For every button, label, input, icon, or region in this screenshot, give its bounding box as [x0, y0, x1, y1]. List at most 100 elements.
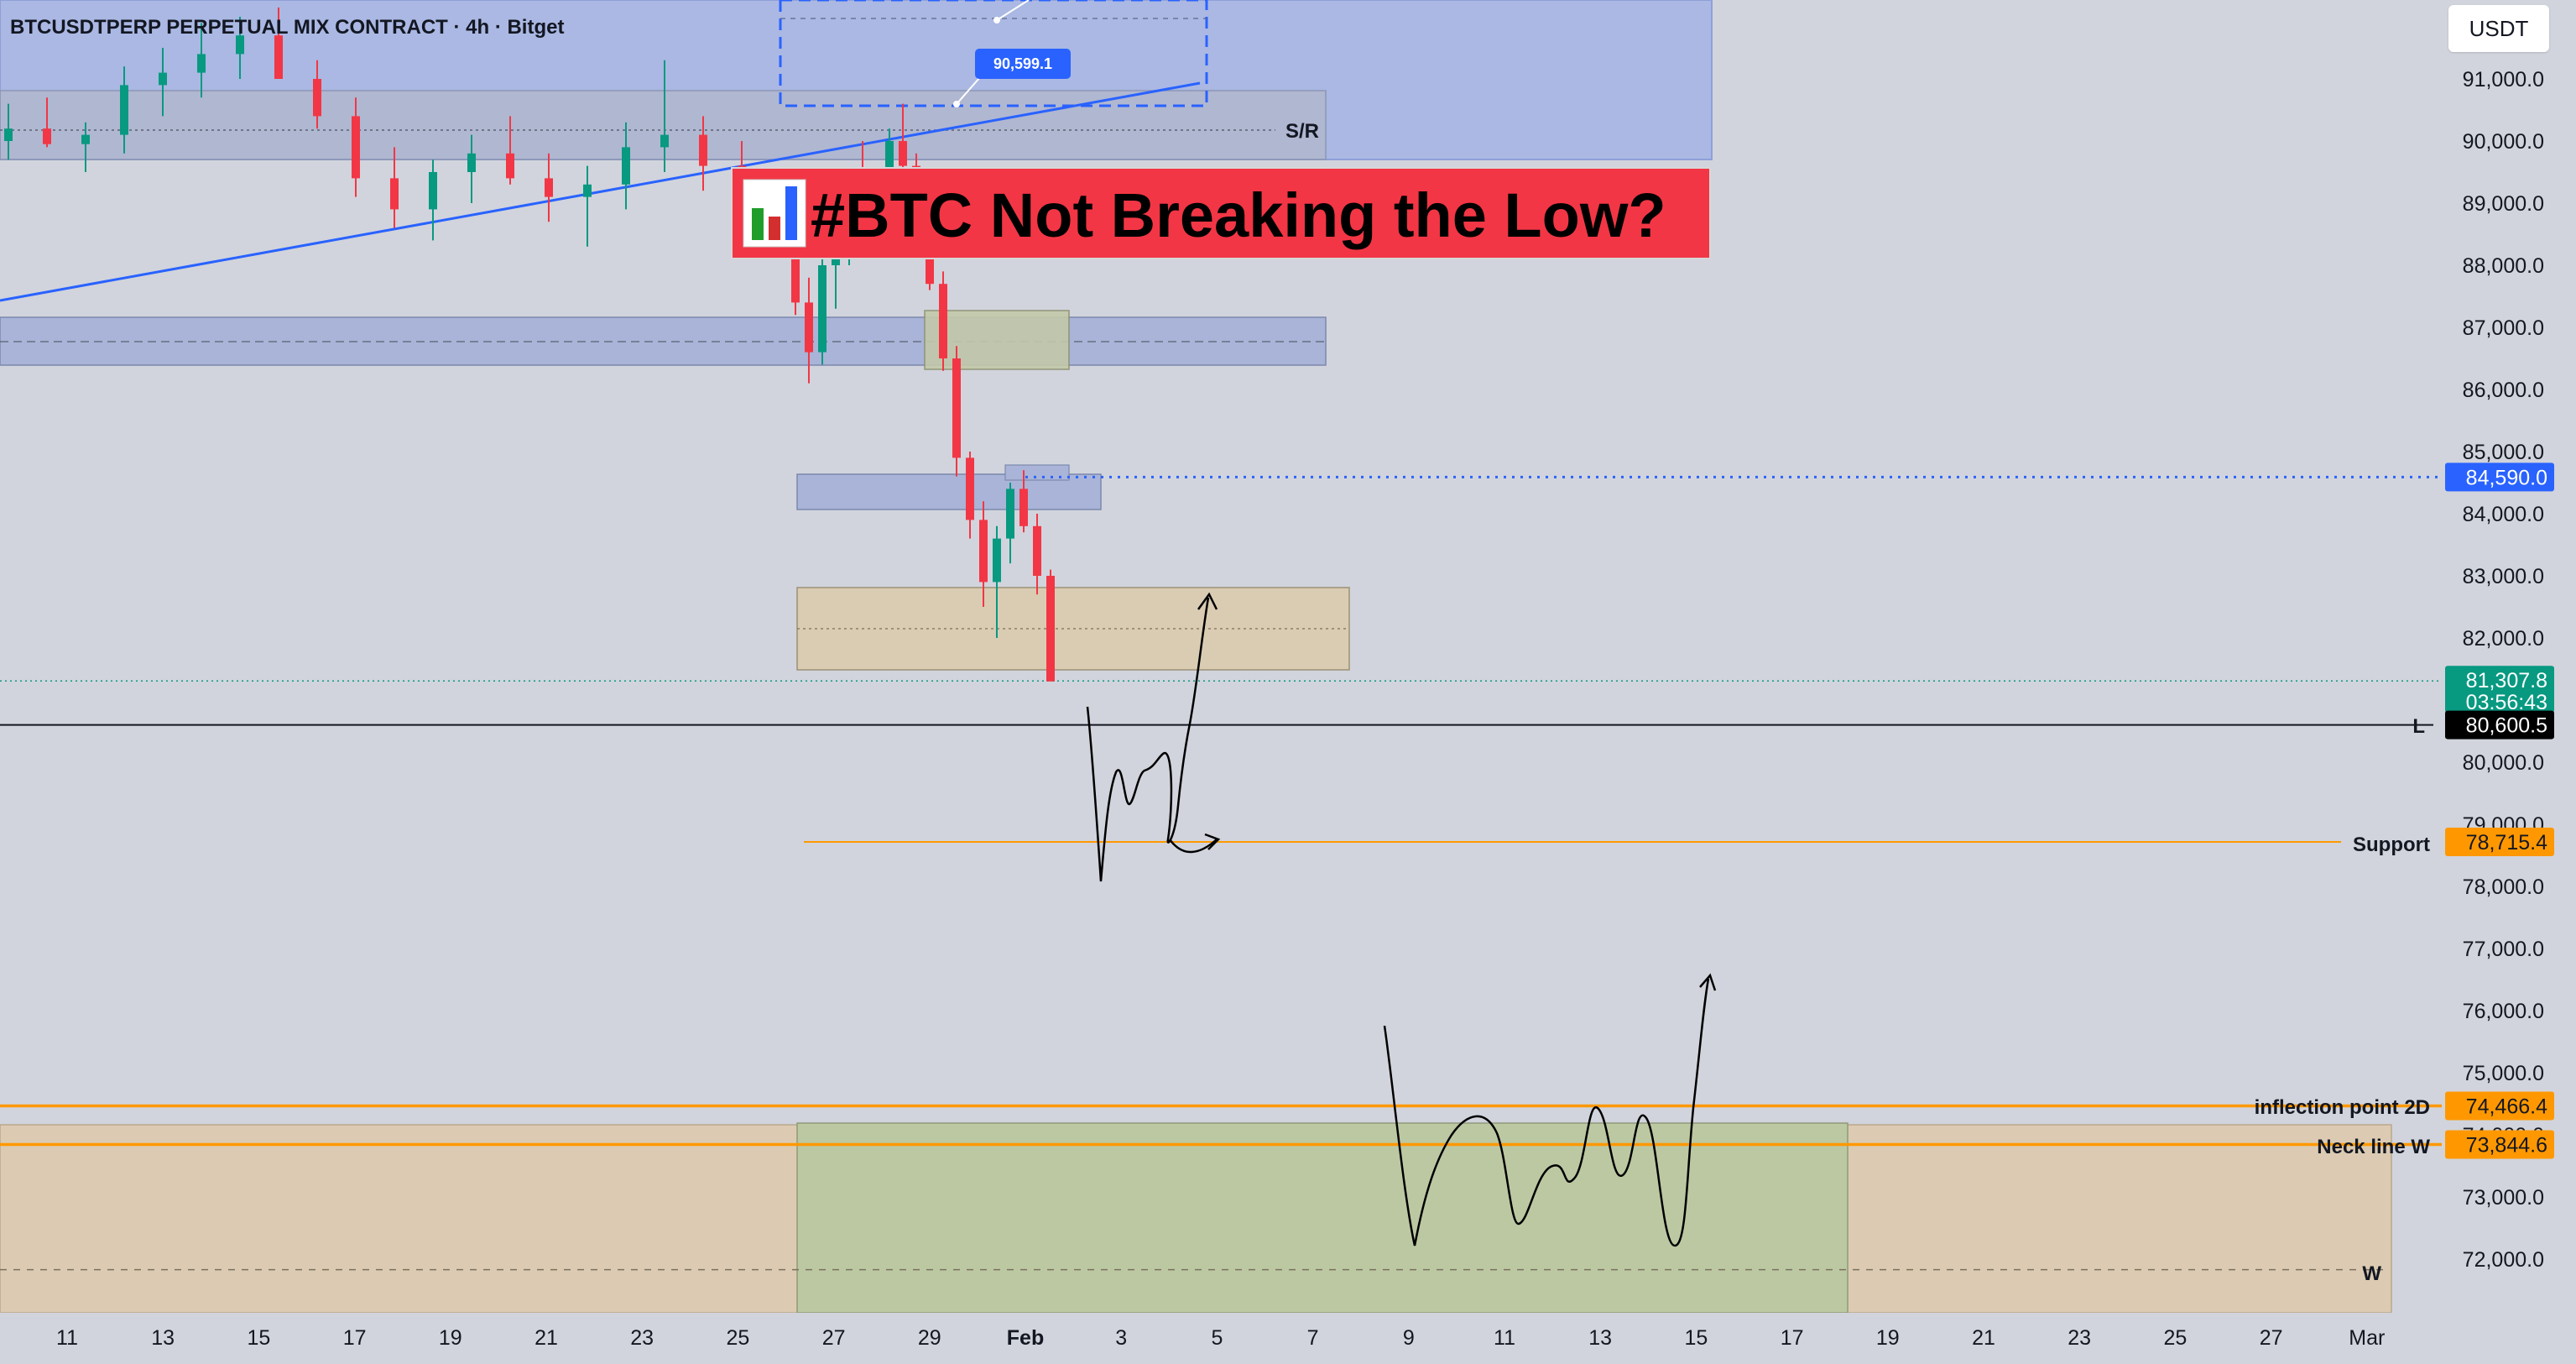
- candle-body: [43, 128, 51, 144]
- hand-drawn-arrowhead-right: [1204, 833, 1221, 850]
- fib-connector-top: [996, 0, 1030, 21]
- price-tag-last: 81,307.8: [2466, 669, 2547, 692]
- candle-body: [506, 153, 514, 179]
- candle-body: [545, 178, 553, 197]
- time-tick-label: 21: [1972, 1326, 1995, 1350]
- fib-anchor-dot: [953, 101, 960, 107]
- candle-body: [660, 134, 669, 148]
- time-axis[interactable]: 11 13 15 17 19 21 23 25 27 29 Feb 3 5 7 9 11 13 15 17 19 21 2…: [56, 1326, 2385, 1350]
- green-box-87000: [924, 310, 1070, 370]
- neckline-label: Neck line W: [2317, 1136, 2430, 1158]
- time-tick-label: 25: [2163, 1326, 2187, 1350]
- time-tick-label: 27: [2260, 1326, 2283, 1350]
- candle-body: [583, 184, 592, 197]
- price-tick-label: 83,000.0: [2463, 565, 2544, 588]
- candle-body: [818, 265, 827, 353]
- price-axis[interactable]: 72,000.073,000.074,000.075,000.076,000.0…: [2463, 68, 2544, 1272]
- price-tick-label: 85,000.0: [2463, 441, 2544, 464]
- candle-body: [1019, 489, 1028, 526]
- candle-body: [274, 35, 283, 79]
- candle-body: [952, 358, 961, 458]
- time-tick-label: 23: [630, 1326, 654, 1350]
- price-tick-label: 75,000.0: [2463, 1062, 2544, 1085]
- price-tag-84590: 84,590.0: [2466, 466, 2547, 489]
- price-tick-label: 76,000.0: [2463, 1000, 2544, 1023]
- fib-label-box: [975, 49, 1071, 79]
- price-tick-label: 84,000.0: [2463, 503, 2544, 526]
- time-tick-label: 17: [343, 1326, 367, 1350]
- price-tick-label: 77,000.0: [2463, 938, 2544, 961]
- candle-body: [939, 284, 947, 358]
- time-tick-label: 13: [1588, 1326, 1612, 1350]
- candle-body: [699, 134, 707, 166]
- blue-trendline: [0, 81, 1201, 302]
- candle-body: [1033, 525, 1041, 576]
- hand-drawn-arrowhead-w: [1699, 973, 1717, 991]
- time-tick-label: 15: [1684, 1326, 1708, 1350]
- price-tag-last-bg: [2445, 666, 2554, 713]
- candle-body: [979, 520, 988, 583]
- price-tick-label: 91,000.0: [2463, 68, 2544, 91]
- currency-button[interactable]: USDT: [2448, 5, 2549, 52]
- sr-zone: [0, 90, 1327, 160]
- candle-body: [236, 35, 244, 55]
- candle-body: [159, 72, 167, 86]
- candle-body: [429, 172, 437, 210]
- time-tick-label: 27: [822, 1326, 846, 1350]
- candle-body: [467, 153, 476, 172]
- price-tick-label: 88,000.0: [2463, 254, 2544, 278]
- fib-connector: [956, 76, 981, 105]
- price-tick-label: 72,000.0: [2463, 1248, 2544, 1272]
- time-tick-label: 19: [439, 1326, 462, 1350]
- candle-body: [926, 246, 934, 285]
- fib-top-dot: [993, 17, 1000, 24]
- bar-chart-icon: [743, 179, 806, 248]
- headline-text: #BTC Not Breaking the Low?: [811, 180, 1666, 250]
- time-tick-label: 29: [918, 1326, 941, 1350]
- price-tick-label: 90,000.0: [2463, 130, 2544, 154]
- time-tick-label: 21: [534, 1326, 558, 1350]
- candle-body: [622, 147, 630, 185]
- time-tick-label: Feb: [1007, 1326, 1044, 1350]
- symbol-title: BTCUSDTPERP PERPETUAL MIX CONTRACT · 4h …: [10, 16, 564, 39]
- w-label: W: [2362, 1262, 2381, 1285]
- candle-body: [352, 116, 360, 179]
- time-tick-label: 25: [726, 1326, 749, 1350]
- time-tick-label: 11: [1494, 1326, 1515, 1350]
- price-tag-neckline: 73,844.6: [2466, 1133, 2547, 1157]
- inflection-label: inflection point 2D: [2255, 1096, 2430, 1119]
- candle-body: [1006, 489, 1014, 539]
- price-tag-support: 78,715.4: [2466, 831, 2547, 854]
- candle-body: [313, 79, 321, 117]
- time-tick-label: 17: [1781, 1326, 1804, 1350]
- price-tick-label: 86,000.0: [2463, 379, 2544, 402]
- sr-label: S/R: [1285, 120, 1319, 143]
- time-tick-label: 19: [1876, 1326, 1900, 1350]
- hand-drawn-path-upper: [1086, 597, 1210, 882]
- candle-body: [791, 227, 800, 303]
- price-tick-label: 78,000.0: [2463, 875, 2544, 899]
- candle-body: [805, 302, 813, 353]
- time-tick-label: 11: [56, 1326, 78, 1350]
- hand-drawn-arrowhead-up: [1197, 592, 1218, 610]
- price-tag-countdown: 03:56:43: [2466, 691, 2547, 714]
- l-label: L: [2412, 715, 2425, 738]
- candle-body: [120, 85, 128, 135]
- candle-body: [390, 178, 399, 210]
- time-tick-label: 23: [2068, 1326, 2091, 1350]
- price-tick-label: 82,000.0: [2463, 627, 2544, 651]
- candle-body: [4, 128, 13, 141]
- hand-drawn-hook: [1168, 839, 1218, 854]
- price-tag-84590-bg: [2445, 463, 2554, 492]
- time-tick-label: Mar: [2349, 1326, 2385, 1350]
- time-tick-label: 13: [151, 1326, 175, 1350]
- candle-body: [966, 457, 974, 520]
- price-tag-neckline-bg: [2445, 1130, 2554, 1159]
- time-axis-bg: [0, 1313, 2576, 1360]
- time-tick-label: 9: [1403, 1326, 1415, 1350]
- price-tag-inflection-bg: [2445, 1091, 2554, 1121]
- time-tick-label: 7: [1307, 1326, 1319, 1350]
